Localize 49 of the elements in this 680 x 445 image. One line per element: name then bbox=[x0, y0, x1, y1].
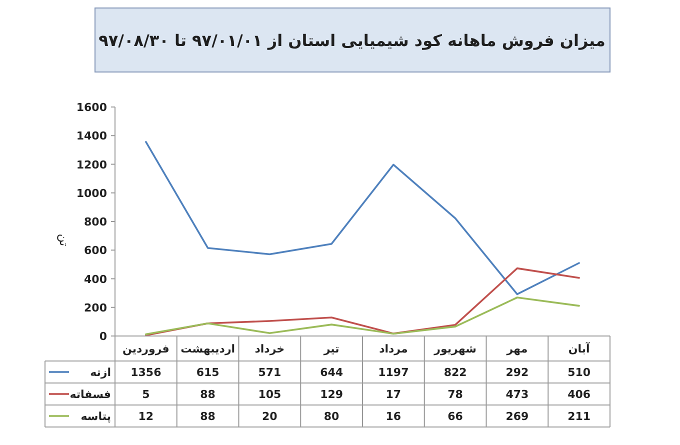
y-tick-label: 800 bbox=[84, 216, 108, 228]
x-tick-label: شهریور bbox=[433, 342, 476, 356]
data-label: 12 bbox=[138, 410, 154, 423]
y-tick-label: 1200 bbox=[76, 158, 108, 172]
y-axis-title: تن bbox=[57, 234, 71, 246]
x-tick-label: آبان bbox=[568, 342, 590, 356]
data-label: 1356 bbox=[130, 366, 162, 379]
data-label: 80 bbox=[324, 410, 340, 423]
data-label: 1197 bbox=[378, 366, 409, 379]
data-label: 644 bbox=[320, 366, 344, 379]
x-tick-label: مرداد bbox=[379, 342, 408, 356]
data-label: 406 bbox=[568, 388, 591, 401]
data-label: 88 bbox=[200, 410, 216, 423]
x-tick-label: اردیبهشت bbox=[180, 342, 236, 356]
legend-label: ازته bbox=[90, 366, 111, 379]
line-series bbox=[145, 141, 580, 296]
data-label: 66 bbox=[448, 410, 464, 423]
y-tick-label: 0 bbox=[99, 330, 108, 343]
data-label: 510 bbox=[568, 366, 591, 379]
y-tick-label: 200 bbox=[84, 301, 108, 314]
data-label: 105 bbox=[258, 388, 282, 401]
line-series bbox=[145, 267, 580, 336]
y-tick-label: 1400 bbox=[76, 130, 108, 143]
data-label: 269 bbox=[506, 410, 529, 423]
data-label: 615 bbox=[196, 366, 220, 379]
data-label: 473 bbox=[506, 388, 529, 401]
data-label: 20 bbox=[262, 410, 278, 423]
y-tick-label: 600 bbox=[84, 244, 108, 258]
y-tick-label: 1600 bbox=[76, 101, 108, 114]
data-label: 5 bbox=[142, 388, 150, 401]
data-label: 16 bbox=[386, 410, 402, 423]
legend-label: فسفاته bbox=[70, 388, 111, 401]
data-label: 88 bbox=[200, 388, 216, 401]
legend-label: پتاسه bbox=[80, 410, 111, 423]
chart-title: میزان فروش ماهانه کود شیمیایی استان از ۹۷/۰۱/۰۱ تا ۹۷/۰۸/۳۰ bbox=[98, 31, 606, 50]
y-tick-label: 400 bbox=[84, 272, 108, 286]
x-tick-label: فروردین bbox=[122, 342, 170, 356]
data-label: 129 bbox=[320, 388, 344, 401]
x-tick-label: مهر bbox=[506, 342, 528, 356]
x-tick-label: تیر bbox=[322, 342, 340, 356]
data-label: 822 bbox=[444, 366, 467, 379]
data-label: 17 bbox=[386, 388, 402, 401]
y-tick-label: 1000 bbox=[76, 186, 108, 200]
data-label: 78 bbox=[448, 388, 463, 401]
data-label: 571 bbox=[258, 366, 282, 379]
data-label: 292 bbox=[506, 366, 529, 379]
line-series bbox=[145, 296, 580, 336]
x-tick-label: خرداد bbox=[254, 342, 285, 356]
data-label: 211 bbox=[568, 410, 591, 423]
